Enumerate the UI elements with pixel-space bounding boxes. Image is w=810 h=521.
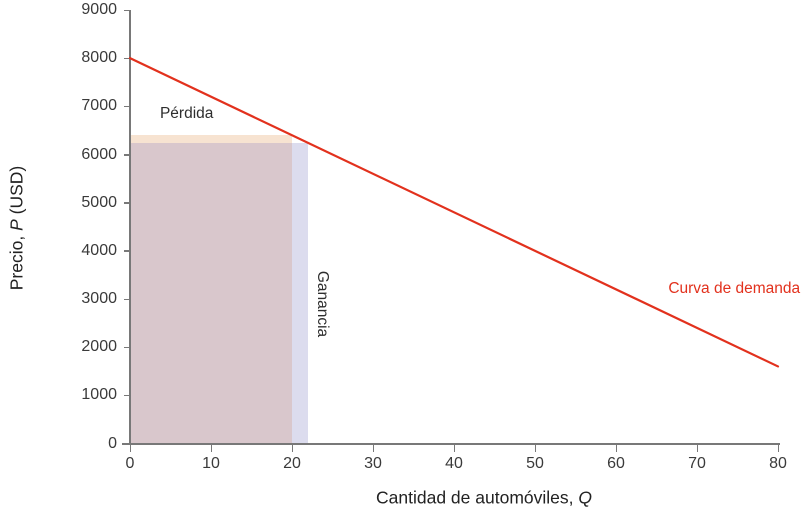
x-tick-mark xyxy=(615,444,617,452)
x-tick-label: 50 xyxy=(526,454,544,472)
x-tick-mark xyxy=(696,444,698,452)
y-axis-title-variable: P xyxy=(6,219,27,231)
y-tick-label: 4000 xyxy=(81,241,117,259)
x-axis-title-prefix: Cantidad de automóviles, xyxy=(376,487,579,508)
y-tick-mark xyxy=(124,394,129,397)
y-tick-mark xyxy=(124,250,129,252)
y-axis-title-prefix: Precio, xyxy=(6,230,27,291)
x-tick-label: 10 xyxy=(202,454,220,472)
y-axis-title: Precio, P (USD) xyxy=(7,166,28,290)
y-tick-label: 1000 xyxy=(81,386,117,404)
x-tick-label: 80 xyxy=(769,454,787,472)
perdida-label: Pérdida xyxy=(159,105,214,123)
y-axis-title-suffix: (USD) xyxy=(6,165,27,220)
y-axis-line xyxy=(128,10,131,444)
y-tick-label: 8000 xyxy=(81,49,117,67)
perdida-region xyxy=(130,135,292,143)
x-tick-mark xyxy=(453,444,455,452)
y-tick-label: 9000 xyxy=(81,1,117,18)
x-tick-label: 40 xyxy=(445,454,463,472)
x-axis-line xyxy=(122,442,780,445)
y-tick-label: 3000 xyxy=(81,290,117,307)
y-tick-mark xyxy=(124,154,129,156)
x-tick-label: 70 xyxy=(688,454,706,472)
y-tick-label: 5000 xyxy=(81,193,117,211)
y-tick-label: 6000 xyxy=(81,145,117,163)
y-tick-label: 7000 xyxy=(81,97,117,115)
ganancia-region xyxy=(292,142,309,444)
x-tick-label: 60 xyxy=(607,454,625,472)
y-tick-mark xyxy=(124,57,129,60)
x-tick-mark xyxy=(372,444,374,452)
x-tick-mark xyxy=(210,444,212,452)
x-tick-label: 20 xyxy=(283,454,301,472)
x-axis-title: Cantidad de automóviles, Q xyxy=(376,488,592,509)
x-axis-title-variable: Q xyxy=(578,487,592,508)
y-tick-label: 2000 xyxy=(81,338,117,356)
x-tick-label: 30 xyxy=(364,454,382,472)
ganancia-label: Ganancia xyxy=(313,270,331,337)
y-tick-mark xyxy=(124,9,129,11)
x-tick-mark xyxy=(129,444,131,452)
demand-curve-line xyxy=(128,57,780,368)
y-tick-mark xyxy=(124,298,129,300)
y-tick-mark xyxy=(124,346,129,349)
y-tick-mark xyxy=(124,202,129,204)
x-tick-mark xyxy=(534,444,536,452)
y-tick-mark xyxy=(124,105,129,108)
x-tick-mark xyxy=(777,444,779,452)
x-tick-mark xyxy=(291,444,293,452)
demand-curve-label: Curva de demanda xyxy=(668,280,801,298)
y-tick-mark xyxy=(124,443,129,445)
x-tick-label: 0 xyxy=(125,454,135,472)
revenue-rectangle xyxy=(130,142,292,444)
y-tick-label: 0 xyxy=(108,434,117,452)
